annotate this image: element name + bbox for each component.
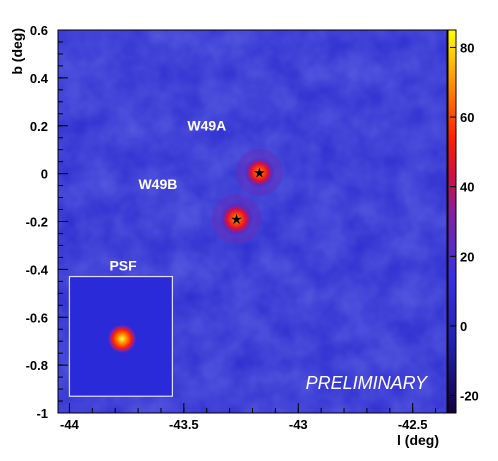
y-tick-label: -0.4 bbox=[26, 262, 49, 277]
colorbar-gradient bbox=[447, 29, 457, 414]
source-star-marker: ★ bbox=[230, 212, 243, 228]
y-tick-label: 0 bbox=[41, 167, 48, 182]
plot-area: ★★ bbox=[58, 30, 447, 413]
y-tick-label: 0.4 bbox=[30, 71, 49, 86]
colorbar-tick-label: 0 bbox=[460, 319, 467, 334]
y-tick-label: -1 bbox=[36, 406, 48, 421]
y-tick-label: -0.2 bbox=[26, 215, 48, 230]
y-tick-label: -0.6 bbox=[26, 310, 48, 325]
psf-blob bbox=[107, 323, 138, 354]
psf-title: PSF bbox=[109, 258, 137, 274]
colorbar-tick-label: 60 bbox=[460, 110, 474, 125]
psf-inset: PSF bbox=[68, 258, 174, 397]
y-tick-label: -0.8 bbox=[26, 358, 48, 373]
preliminary-watermark: PRELIMINARY bbox=[306, 373, 429, 393]
sources-layer: ★★ bbox=[211, 148, 283, 245]
y-tick-label: 0.6 bbox=[30, 23, 48, 38]
y-axis-title: b (deg) bbox=[9, 28, 25, 75]
colorbar: 80 60 40 20 0 -20 bbox=[447, 29, 479, 414]
y-tick-label: 0.2 bbox=[30, 119, 48, 134]
x-tick-label: -43 bbox=[289, 417, 308, 432]
x-tick-label: -43.5 bbox=[169, 417, 199, 432]
x-axis: -44 -43.5 -43 -42.5 bbox=[60, 403, 437, 432]
source-blob bbox=[243, 156, 275, 188]
x-tick-label: -44 bbox=[60, 417, 80, 432]
y-axis: 0.6 0.4 0.2 0 -0.2 -0.4 -0.6 -0.8 -1 bbox=[26, 23, 68, 421]
source-blob bbox=[219, 202, 254, 237]
x-tick-label: -42.5 bbox=[398, 417, 428, 432]
source-label: W49B bbox=[138, 176, 177, 192]
colorbar-tick-label: -20 bbox=[460, 389, 479, 404]
source-star-marker: ★ bbox=[253, 165, 266, 181]
source-label: W49A bbox=[187, 117, 226, 133]
colorbar-tick-label: 20 bbox=[460, 249, 474, 264]
x-axis-title: l (deg) bbox=[397, 432, 439, 448]
colorbar-tick-label: 40 bbox=[460, 180, 474, 195]
source-labels: W49A W49B bbox=[138, 117, 226, 192]
colorbar-ticks: 80 60 40 20 0 -20 bbox=[450, 40, 479, 404]
colorbar-tick-label: 80 bbox=[460, 40, 474, 55]
